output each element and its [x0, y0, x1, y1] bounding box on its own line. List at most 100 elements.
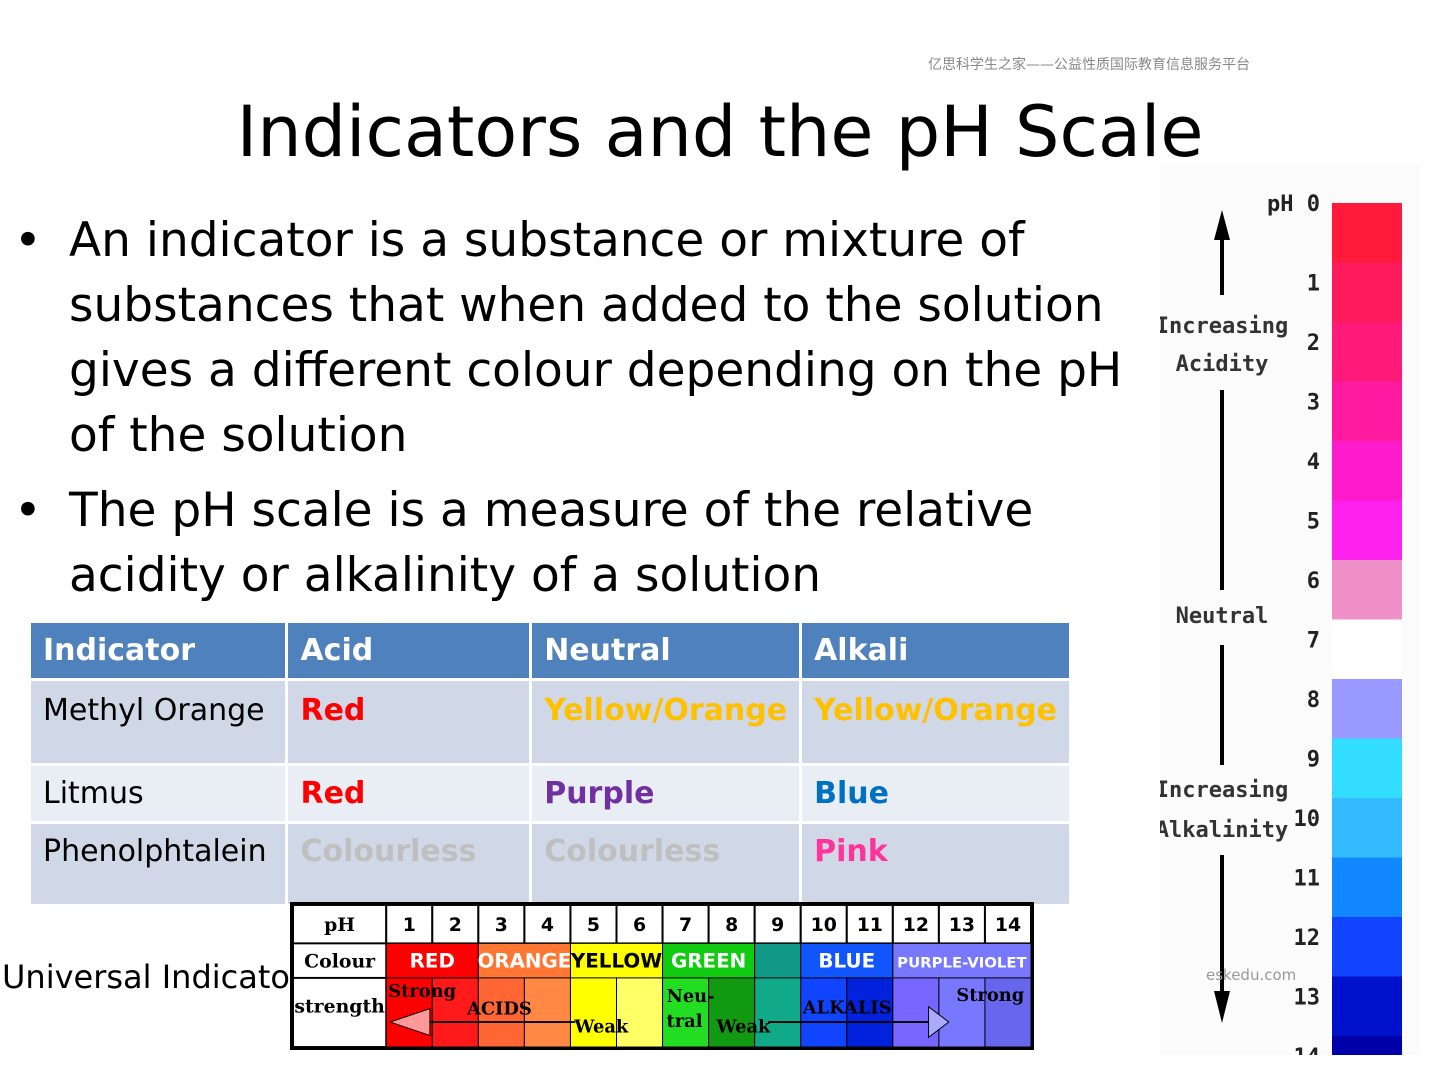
ph-number: 10	[811, 915, 837, 936]
increasing-alkalinity-label: Alkalinity	[1160, 818, 1288, 843]
header-acid: Acid	[285, 620, 533, 681]
strength-label: ALKALIS	[802, 999, 892, 1019]
table-cell: Red	[285, 678, 533, 766]
ph-scale-segment	[1332, 322, 1402, 382]
strength-label: Strong	[956, 986, 1024, 1006]
ph-scale-segment	[1332, 441, 1402, 501]
ph-scale-number: 9	[1307, 748, 1320, 773]
alkali-arrow	[928, 1005, 950, 1039]
ph-number: 7	[679, 915, 692, 936]
header-alkali: Alkali	[799, 620, 1072, 681]
ph-scale-segment	[1332, 976, 1402, 1036]
bullet-item: An indicator is a substance or mixture o…	[14, 208, 1174, 468]
table-cell: Pink	[799, 821, 1072, 907]
strength-label: Neu-	[667, 987, 715, 1007]
ph-colour-cell	[569, 977, 618, 1047]
ph-number: 5	[587, 915, 600, 936]
increasing-acidity-label: Increasing	[1160, 314, 1288, 339]
table-cell: Blue	[799, 763, 1072, 824]
ph-scale-number: 3	[1307, 391, 1320, 416]
ph-scale-top-label: pH 0	[1267, 192, 1320, 217]
ph-colour-cell	[708, 977, 756, 1047]
ph-number: 2	[449, 915, 462, 936]
ph-scale-segment	[1332, 798, 1402, 858]
ph-scale-segment	[1332, 679, 1402, 739]
ph-scale-segment	[1332, 500, 1402, 560]
universal-indicator-label: Universal Indicator:	[2, 958, 314, 996]
table-cell: Colourless	[285, 821, 533, 907]
table-row: Methyl Orange Red Yellow/Orange Yellow/O…	[27, 678, 1072, 766]
colour-name: ORANGE	[477, 950, 571, 973]
neutral-label: Neutral	[1176, 604, 1269, 629]
acid-arrow	[388, 1007, 431, 1037]
table-header-row: Indicator Acid Neutral Alkali	[27, 620, 1072, 681]
table-cell: Yellow/Orange	[799, 678, 1072, 766]
ph-number: 14	[995, 915, 1021, 936]
ph-scale-diagram: pH 01234567891011121314IncreasingAcidity…	[1160, 165, 1420, 1055]
strength-label: Weak	[716, 1018, 772, 1038]
row-label: Colour	[304, 952, 375, 973]
table-cell: Purple	[529, 763, 803, 824]
footer-website: eskedu.com	[1206, 966, 1297, 984]
arrow-down-icon	[1214, 991, 1230, 1023]
ph-colour-cell	[846, 977, 894, 1047]
colour-name: GREEN	[671, 950, 746, 973]
increasing-alkalinity-label: Increasing	[1160, 778, 1288, 803]
table-cell: Litmus	[27, 763, 289, 824]
ph-scale-segment	[1332, 1036, 1402, 1055]
ph-scale-segment	[1332, 857, 1402, 917]
ph-number: 12	[903, 915, 929, 936]
ph-colour-cell	[938, 977, 986, 1047]
table-cell: Red	[285, 763, 533, 824]
ph-number: 9	[771, 915, 784, 936]
ph-scale-segment	[1332, 262, 1402, 322]
row-label: strength	[294, 997, 385, 1018]
table-cell: Methyl Orange	[27, 678, 289, 766]
strength-label: ACIDS	[466, 1000, 532, 1020]
ph-number: 13	[949, 915, 975, 936]
table-cell: Yellow/Orange	[529, 678, 803, 766]
table-row: Phenolphtalein Colourless Colourless Pin…	[27, 821, 1072, 907]
increasing-acidity-label: Acidity	[1176, 352, 1269, 377]
ph-colour-cell	[616, 977, 664, 1047]
ph-scale-number: 4	[1307, 450, 1320, 475]
ph-colour-cell	[754, 977, 802, 1047]
ph-scale-number: 14	[1294, 1045, 1321, 1055]
strength-label: Weak	[573, 1018, 629, 1038]
slide-title: Indicators and the pH Scale	[236, 91, 1204, 173]
row-label: pH	[324, 915, 355, 936]
ph-number: 8	[725, 915, 738, 936]
ph-number: 11	[857, 915, 883, 936]
table-cell: Colourless	[529, 821, 803, 907]
ph-scale-number: 1	[1307, 272, 1320, 297]
header-indicator: Indicator	[27, 620, 289, 681]
arrow-up-icon	[1214, 210, 1230, 240]
header-neutral: Neutral	[529, 620, 803, 681]
ph-scale-number: 6	[1307, 569, 1320, 594]
colour-name: PURPLE-VIOLET	[897, 955, 1026, 972]
strength-label: tral	[667, 1012, 703, 1032]
ph-scale-segment	[1332, 619, 1402, 679]
ph-scale-segment	[1332, 381, 1402, 441]
ph-scale-number: 11	[1294, 867, 1321, 892]
indicator-table: Indicator Acid Neutral Alkali Methyl Ora…	[27, 620, 1072, 907]
ph-scale-segment	[1332, 738, 1402, 798]
ph-scale-segment	[1332, 560, 1402, 620]
colour-name: RED	[410, 950, 455, 973]
ph-scale-number: 5	[1307, 510, 1320, 535]
ph-number: 1	[403, 915, 416, 936]
ph-number: 4	[541, 915, 554, 936]
strength-label: Strong	[388, 982, 456, 1002]
table-cell: Phenolphtalein	[27, 821, 289, 907]
ph-scale-number: 10	[1294, 807, 1321, 832]
ph-scale-segment	[1332, 917, 1402, 977]
ph-scale-number: 12	[1294, 926, 1321, 951]
ph-scale-number: 8	[1307, 688, 1320, 713]
ph-scale-number: 13	[1294, 986, 1321, 1011]
ph-number: 6	[633, 915, 646, 936]
ph-scale-number: 2	[1307, 331, 1320, 356]
colour-name: YELLOW	[570, 950, 662, 973]
colour-name: BLUE	[818, 950, 875, 973]
ph-scale-segment	[1332, 203, 1402, 263]
